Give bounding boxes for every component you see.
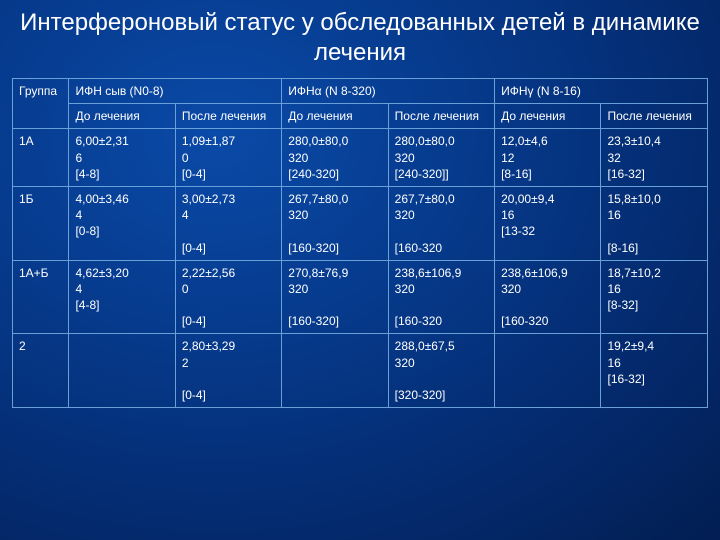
table-header: Группа ИФН сыв (N0-8) ИФНα (N 8-320) ИФН… (13, 79, 708, 129)
cell: 19,2±9,4 16 [16-32] (601, 334, 708, 408)
cell: 1,09±1,87 0 [0-4] (175, 129, 281, 187)
cell: 2,22±2,56 0 [0-4] (175, 260, 281, 334)
header-row-1: Группа ИФН сыв (N0-8) ИФНα (N 8-320) ИФН… (13, 79, 708, 104)
cell: 238,6±106,9 320 [160-320 (495, 260, 601, 334)
slide: Интерфероновый статус у обследованных де… (0, 0, 720, 540)
cell: 23,3±10,4 32 [16-32] (601, 129, 708, 187)
table-row: 2 2,80±3,29 2 [0-4] 288,0±67,5 320 [320-… (13, 334, 708, 408)
sub-after-3: После лечения (601, 104, 708, 129)
cell-group: 2 (13, 334, 69, 408)
sub-after-2: После лечения (388, 104, 494, 129)
cell (69, 334, 175, 408)
header-row-2: До лечения После лечения До лечения Посл… (13, 104, 708, 129)
sub-after-1: После лечения (175, 104, 281, 129)
slide-title: Интерфероновый статус у обследованных де… (12, 8, 708, 68)
sub-before-2: До лечения (282, 104, 388, 129)
cell: 20,00±9,4 16 [13-32 (495, 186, 601, 260)
col-ifn-a-header: ИФНα (N 8-320) (282, 79, 495, 104)
cell: 18,7±10,2 16 [8-32] (601, 260, 708, 334)
cell: 238,6±106,9 320 [160-320 (388, 260, 494, 334)
cell: 15,8±10,0 16 [8-16] (601, 186, 708, 260)
cell: 4,00±3,46 4 [0-8] (69, 186, 175, 260)
table-body: 1А 6,00±2,31 6 [4-8] 1,09±1,87 0 [0-4] 2… (13, 129, 708, 408)
cell-group: 1Б (13, 186, 69, 260)
sub-before-1: До лечения (69, 104, 175, 129)
col-ifn-g-header: ИФНγ (N 8-16) (495, 79, 708, 104)
cell: 270,8±76,9 320 [160-320] (282, 260, 388, 334)
table-row: 1А 6,00±2,31 6 [4-8] 1,09±1,87 0 [0-4] 2… (13, 129, 708, 187)
col-ifn-syv-header: ИФН сыв (N0-8) (69, 79, 282, 104)
cell: 280,0±80,0 320 [240-320] (282, 129, 388, 187)
cell (282, 334, 388, 408)
table-row: 1Б 4,00±3,46 4 [0-8] 3,00±2,73 4 [0-4] 2… (13, 186, 708, 260)
cell: 4,62±3,20 4 [4-8] (69, 260, 175, 334)
cell: 12,0±4,6 12 [8-16] (495, 129, 601, 187)
cell: 267,7±80,0 320 [160-320 (388, 186, 494, 260)
cell: 3,00±2,73 4 [0-4] (175, 186, 281, 260)
col-group-header: Группа (13, 79, 69, 129)
table-row: 1А+Б 4,62±3,20 4 [4-8] 2,22±2,56 0 [0-4]… (13, 260, 708, 334)
cell-group: 1А (13, 129, 69, 187)
cell: 2,80±3,29 2 [0-4] (175, 334, 281, 408)
sub-before-3: До лечения (495, 104, 601, 129)
cell: 6,00±2,31 6 [4-8] (69, 129, 175, 187)
cell: 280,0±80,0 320 [240-320]] (388, 129, 494, 187)
cell-group: 1А+Б (13, 260, 69, 334)
data-table: Группа ИФН сыв (N0-8) ИФНα (N 8-320) ИФН… (12, 78, 708, 408)
cell (495, 334, 601, 408)
cell: 267,7±80,0 320 [160-320] (282, 186, 388, 260)
cell: 288,0±67,5 320 [320-320] (388, 334, 494, 408)
